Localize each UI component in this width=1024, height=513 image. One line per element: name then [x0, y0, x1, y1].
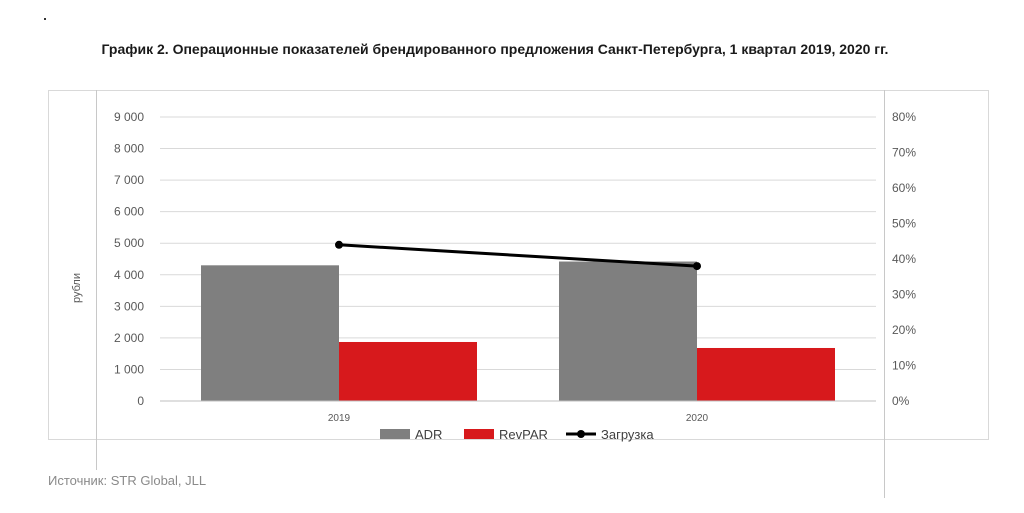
y-tick-label: 5 000 — [114, 236, 144, 250]
chart-frame — [48, 90, 989, 440]
y2-tick-label: 40% — [892, 252, 916, 266]
y2-tick-label: 20% — [892, 323, 916, 337]
y-tick-label: 9 000 — [114, 110, 144, 124]
y2-tick-label: 0% — [892, 394, 910, 408]
y-tick-label: 4 000 — [114, 268, 144, 282]
bar-adr — [201, 265, 339, 401]
corner-dot — [44, 18, 46, 20]
y2-tick-label: 80% — [892, 110, 916, 124]
line-point — [693, 262, 701, 271]
bar-adr — [559, 261, 697, 401]
bar-revpar — [697, 347, 835, 401]
legend-label: Загрузка — [601, 427, 654, 442]
y-tick-label: 8 000 — [114, 142, 144, 156]
legend-marker — [577, 430, 585, 438]
line-point — [335, 240, 343, 249]
source-note: Источник: STR Global, JLL — [48, 473, 207, 488]
y-tick-label: 7 000 — [114, 173, 144, 187]
y2-tick-label: 70% — [892, 146, 916, 160]
y-tick-label: 2 000 — [114, 331, 144, 345]
y-tick-label: 1 000 — [114, 362, 144, 376]
legend-label: RevPAR — [499, 427, 548, 442]
y2-tick-label: 30% — [892, 288, 916, 302]
y-tick-label: 0 — [137, 394, 144, 408]
y2-tick-label: 10% — [892, 359, 916, 373]
bar-revpar — [339, 341, 477, 401]
y-tick-label: 3 000 — [114, 299, 144, 313]
left-guide-line — [96, 90, 97, 470]
chart-title: График 2. Операционные показателей бренд… — [101, 41, 889, 57]
legend-label: ADR — [415, 427, 442, 442]
legend-swatch-adr — [380, 429, 410, 439]
legend-swatch-revpar — [464, 429, 494, 439]
x-tick-label: 2020 — [686, 413, 709, 424]
y2-tick-label: 50% — [892, 217, 916, 231]
y2-tick-label: 60% — [892, 181, 916, 195]
y-axis-title: рубли — [71, 273, 83, 303]
y-tick-label: 6 000 — [114, 205, 144, 219]
x-tick-label: 2019 — [328, 413, 351, 424]
line-occupancy — [338, 243, 698, 268]
right-guide-line — [884, 90, 885, 498]
